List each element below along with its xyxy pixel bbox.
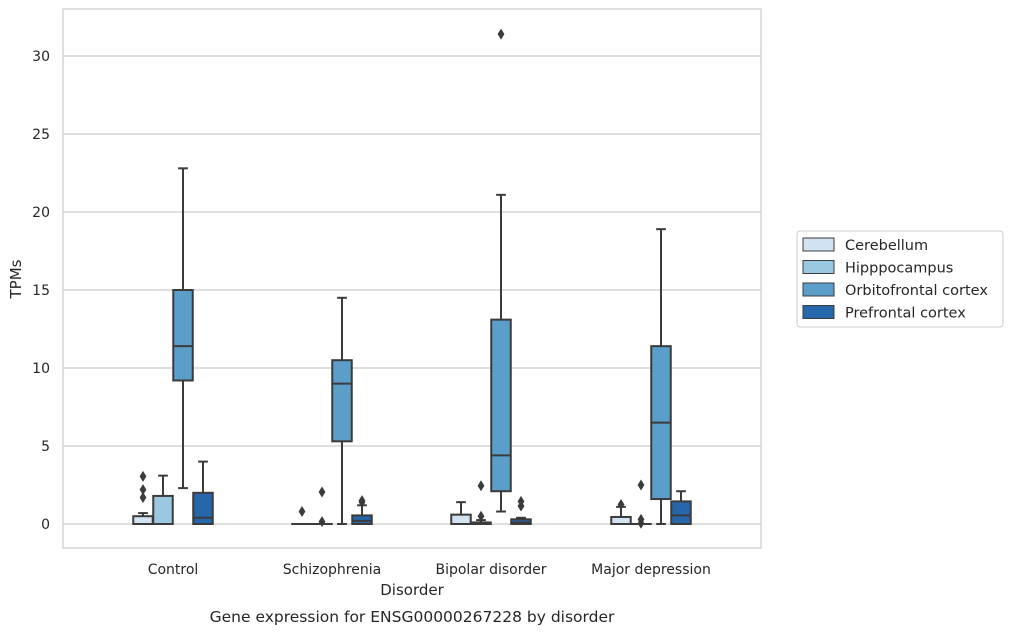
box-group xyxy=(490,28,512,513)
y-tick-label: 30 xyxy=(32,49,50,65)
legend-swatch xyxy=(802,237,835,252)
legend-swatch xyxy=(802,260,835,274)
outlier-point xyxy=(517,495,525,507)
legend-label: Prefrontal cortex xyxy=(845,306,966,322)
outlier-point xyxy=(318,486,326,498)
box-body xyxy=(132,515,154,526)
legend-frame xyxy=(796,230,1004,328)
legend-label: Cerebellum xyxy=(845,238,928,254)
outlier-point xyxy=(637,479,645,491)
x-axis-title: Disorder xyxy=(380,581,444,599)
y-tick-label: 10 xyxy=(32,361,50,377)
outlier-point xyxy=(139,470,147,482)
outlier-point xyxy=(358,495,366,507)
box-group xyxy=(351,495,373,525)
box-group xyxy=(311,486,333,528)
box-group xyxy=(291,506,313,526)
outlier-point xyxy=(637,513,645,525)
x-tick-label: Control xyxy=(148,562,199,578)
outlier-point xyxy=(477,510,485,522)
y-tick-label: 20 xyxy=(32,205,50,221)
box-body xyxy=(670,500,692,526)
outlier-point xyxy=(318,516,326,528)
box-group xyxy=(510,495,532,526)
box-body xyxy=(490,318,512,493)
box-group xyxy=(192,460,214,525)
y-tick-label: 0 xyxy=(41,517,50,533)
y-tick-label: 15 xyxy=(32,283,50,299)
box-group xyxy=(172,167,194,490)
outlier-point xyxy=(139,484,147,496)
box-body xyxy=(450,513,472,526)
x-tick-label: Bipolar disorder xyxy=(435,562,546,578)
box-group xyxy=(650,228,672,525)
outlier-point xyxy=(477,480,485,492)
outlier-point xyxy=(298,506,306,518)
box-group xyxy=(470,480,492,526)
boxes xyxy=(132,28,692,529)
y-tick-label: 5 xyxy=(41,439,50,455)
box-group xyxy=(670,490,692,526)
box-body xyxy=(192,491,214,525)
box-body xyxy=(331,359,353,443)
box-group xyxy=(450,501,472,526)
box-group xyxy=(132,470,154,526)
y-tick-labels: 0 5 10 15 20 25 30 xyxy=(32,49,50,533)
box-group xyxy=(331,296,353,525)
box-group xyxy=(152,474,174,526)
legend: Cerebellum Hipppocampus Orbitofrontal cort… xyxy=(796,230,1004,328)
box-body xyxy=(172,289,194,382)
x-tick-label: Major depression xyxy=(591,562,711,578)
legend-swatch xyxy=(802,282,835,297)
box-body xyxy=(152,494,174,526)
y-axis-title: TPMs xyxy=(7,259,25,299)
legend-label: Orbitofrontal cortex xyxy=(845,283,988,299)
box-group xyxy=(610,499,632,525)
outlier-point xyxy=(617,499,625,510)
plot-frame xyxy=(62,8,762,549)
outlier-point xyxy=(139,491,147,503)
outlier-point xyxy=(497,28,505,40)
x-tick-labels: Control Schizophrenia Bipolar disorder Majo… xyxy=(148,562,711,578)
box-body xyxy=(351,514,373,525)
y-tick-label: 25 xyxy=(32,127,50,143)
legend-label: Hipppocampus xyxy=(845,261,953,277)
box-group xyxy=(630,479,652,529)
box-body xyxy=(610,515,632,525)
chart-caption: Gene expression for ENSG00000267228 by d… xyxy=(210,608,615,626)
x-tick-label: Schizophrenia xyxy=(283,562,381,578)
legend-swatch xyxy=(802,305,835,319)
